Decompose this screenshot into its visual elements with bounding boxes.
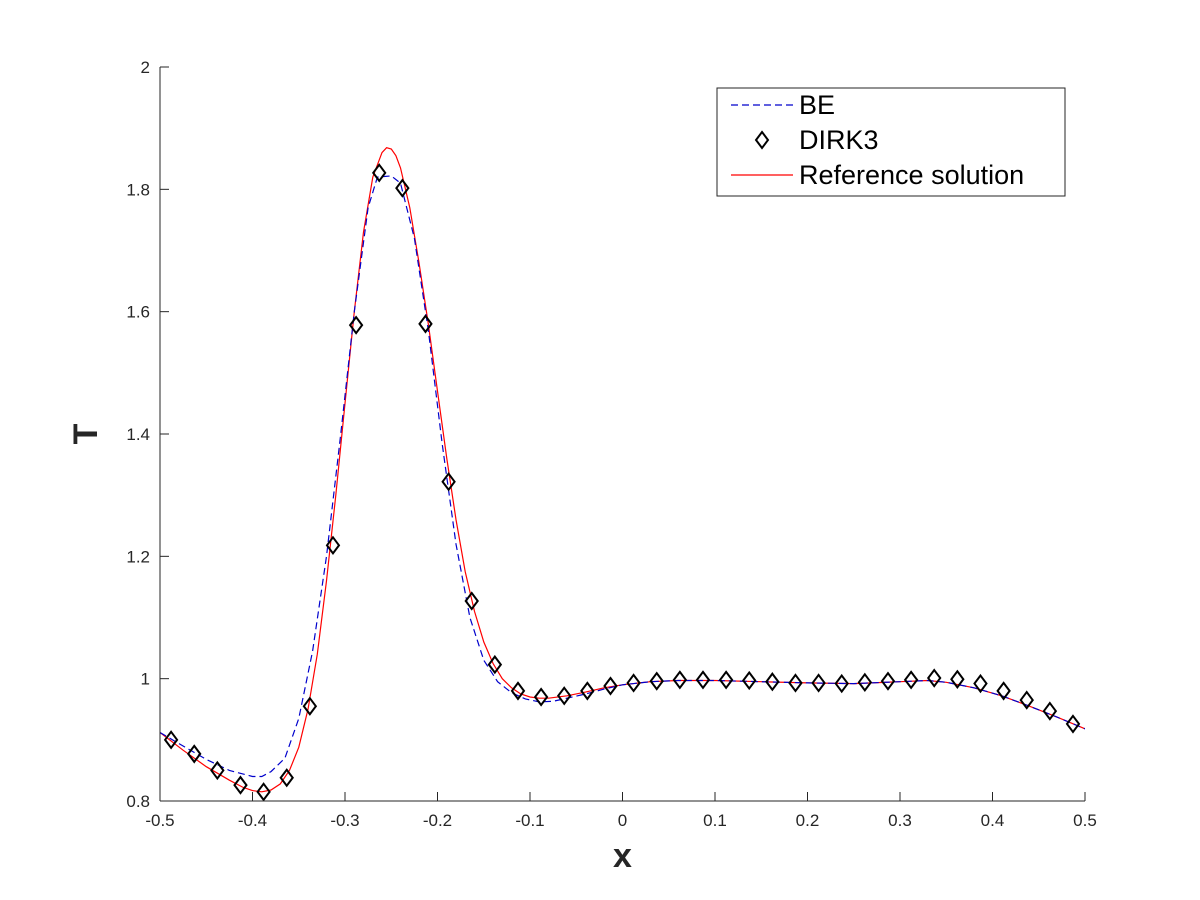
dirk3-marker [210,760,225,781]
plot-clipped [160,147,1085,801]
x-tick-label: 0.2 [796,811,820,830]
dirk3-marker [973,673,988,694]
x-tick-label: 0.3 [888,811,912,830]
legend-label: Reference solution [799,160,1024,190]
dirk3-marker [487,654,503,675]
dirk3-marker [1019,690,1034,710]
dirk3-marker [418,314,433,334]
dirk3-marker [903,670,919,690]
dirk3-marker [302,696,318,716]
y-tick-label: 0.8 [126,792,150,811]
dirk3-marker [395,178,410,198]
y-tick-label: 1 [141,670,150,689]
legend-dirk3-marker [754,130,770,150]
x-tick-label: -0.4 [238,811,267,830]
y-axis-title: T [67,423,105,444]
dirk3-marker [950,669,965,689]
x-tick-label: 0 [618,811,627,830]
dirk3-marker [926,668,942,688]
dirk3-marker [510,681,526,701]
dirk3-marker [996,681,1011,701]
legend-label: BE [799,90,835,120]
x-axis-title: x [613,837,632,875]
x-tick-label: 0.5 [1073,811,1097,830]
legend: BE DIRK3 Reference solution [716,87,1066,197]
dirk3-marker [695,670,711,690]
dirk3-marker [626,673,641,693]
be-line [160,175,1085,778]
dirk3-marker [857,672,873,693]
y-tick-label: 1.6 [126,303,150,322]
dirk3-marker [880,671,896,691]
y-tick-label: 1.4 [126,425,150,444]
dirk3-marker [1065,714,1081,734]
dirk3-marker [533,687,549,707]
dirk3-marker [765,672,780,692]
dirk3-marker [441,472,456,492]
dirk3-marker [788,673,803,693]
dirk3-marker [279,768,294,788]
y-tick-label: 2 [141,58,150,77]
dirk3-marker [580,681,595,701]
legend-box [716,87,1066,197]
plot-area [160,147,1085,801]
dirk3-marker [464,591,479,611]
dirk3-marker [603,676,618,696]
dirk3-marker [556,686,572,706]
dirk3-marker [811,673,826,693]
axes: -0.5 -0.4 -0.3 -0.2 -0.1 0 0.1 0.2 0.3 0.4 0.5 0.8 1… [126,58,1096,830]
x-tick-label: -0.2 [423,811,452,830]
dirk3-marker [649,671,664,691]
x-tick-label: 0.4 [981,811,1005,830]
dirk3-marker [371,163,387,183]
dirk3-marker [1042,701,1058,721]
dirk3-marker [163,730,179,750]
legend-label: DIRK3 [799,125,879,155]
dirk3-marker [834,673,849,694]
y-tick-label: 1.2 [126,547,150,566]
dirk3-marker [256,782,271,801]
dirk3-marker [233,775,248,795]
x-tick-label: 0.1 [703,811,727,830]
dirk3-marker [718,670,734,690]
x-tick-label: -0.3 [330,811,359,830]
dirk3-marker [186,744,202,764]
dirk3-marker [741,670,757,691]
x-tick-label: -0.1 [515,811,544,830]
dirk3-marker [325,535,341,555]
x-tick-label: -0.5 [145,811,174,830]
y-tick-label: 1.8 [126,180,150,199]
dirk3-marker [348,315,364,335]
dirk3-marker [672,670,688,690]
